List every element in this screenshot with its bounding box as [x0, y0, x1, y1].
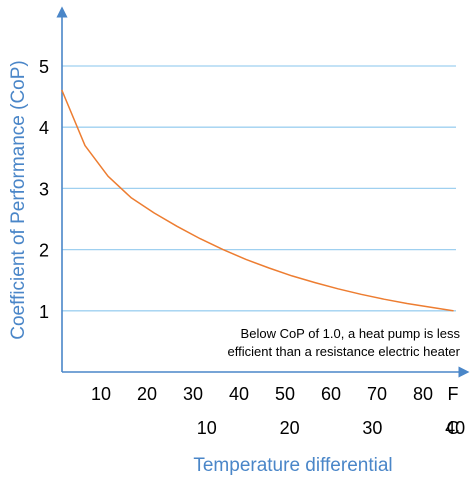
x-tick-f-70: 70	[367, 384, 387, 404]
y-tick-5: 5	[39, 57, 49, 77]
series-layer	[61, 89, 454, 312]
x-tick-f-10: 10	[91, 384, 111, 404]
x-unit-f-label: F	[448, 384, 459, 404]
grid-lines	[62, 65, 456, 312]
x-tick-c-40: 40	[445, 418, 465, 438]
annotation-line-2: efficient than a resistance electric hea…	[228, 344, 461, 359]
y-tick-2: 2	[39, 241, 49, 261]
annotation-line-1: Below CoP of 1.0, a heat pump is less	[241, 326, 461, 341]
cop-curve-0	[61, 89, 454, 312]
x-tick-labels-fahrenheit: 10 20 30 40 50 60 70 80	[91, 384, 433, 404]
x-tick-labels-celsius: 10 20 30 40	[197, 418, 465, 438]
x-tick-f-60: 60	[321, 384, 341, 404]
x-tick-f-20: 20	[137, 384, 157, 404]
x-tick-f-80: 80	[413, 384, 433, 404]
x-tick-f-40: 40	[229, 384, 249, 404]
x-tick-c-10: 10	[197, 418, 217, 438]
x-unit-c-label: C	[447, 418, 460, 438]
y-axis-title: Coefficient of Performance (CoP)	[8, 60, 29, 340]
y-tick-labels: 1 2 3 4 5	[39, 57, 49, 322]
x-tick-f-50: 50	[275, 384, 295, 404]
y-tick-4: 4	[39, 118, 49, 138]
y-tick-1: 1	[39, 302, 49, 322]
x-tick-f-30: 30	[183, 384, 203, 404]
x-tick-c-20: 20	[280, 418, 300, 438]
y-tick-3: 3	[39, 179, 49, 199]
x-axis-title: Temperature differential	[193, 455, 392, 476]
x-tick-c-30: 30	[362, 418, 382, 438]
